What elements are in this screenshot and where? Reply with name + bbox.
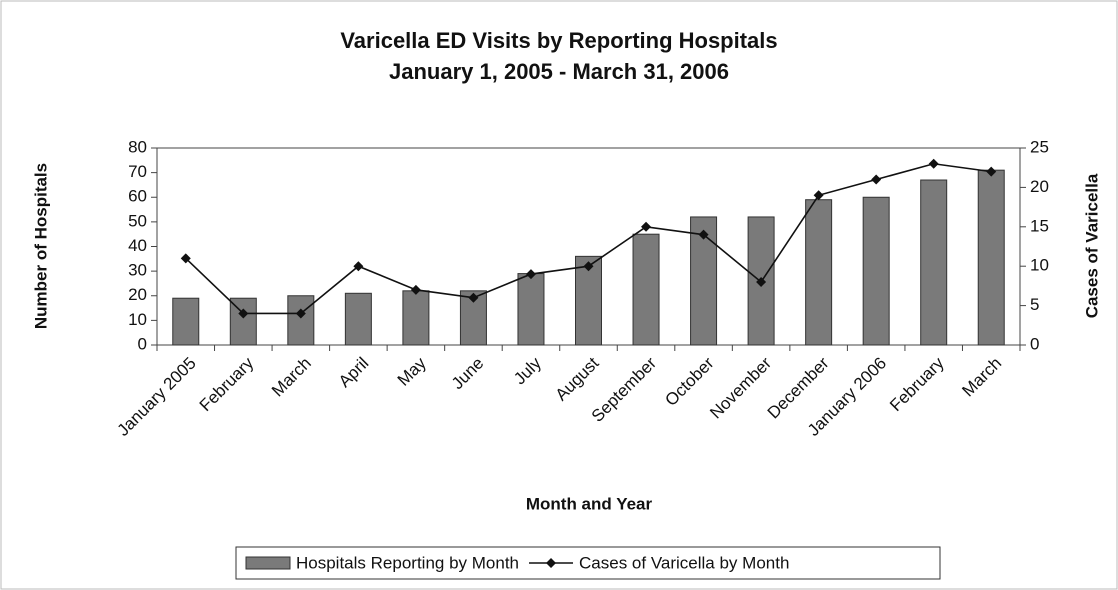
x-axis-title: Month and Year — [526, 494, 653, 513]
marker — [986, 166, 997, 177]
marker — [813, 190, 824, 201]
y-tick-label: 50 — [128, 211, 147, 230]
marker — [525, 269, 536, 280]
bar — [805, 199, 833, 346]
legend-label: Cases of Varicella by Month — [579, 553, 789, 572]
marker — [756, 276, 767, 287]
y-tick-label: 60 — [128, 187, 147, 206]
marker — [295, 308, 306, 319]
legend-marker — [546, 558, 557, 568]
marker — [698, 229, 709, 240]
bar — [344, 292, 372, 346]
y2-tick-label: 15 — [1030, 216, 1049, 235]
y-tick-label: 40 — [128, 236, 147, 255]
bar — [862, 196, 890, 346]
y-tick-label: 10 — [128, 310, 147, 329]
y-tick-label: 20 — [128, 285, 147, 304]
bar — [920, 179, 948, 346]
y2-tick-label: 10 — [1030, 256, 1049, 275]
y-axis-title: Number of Hospitals — [31, 163, 50, 329]
y2-axis-title: Cases of Varicella — [1082, 173, 1101, 318]
marker — [583, 261, 594, 272]
y-tick-label: 70 — [128, 162, 147, 181]
chart-title: Varicella ED Visits by Reporting Hospita… — [340, 28, 777, 53]
bar — [287, 295, 315, 346]
marker — [410, 284, 421, 295]
legend-box — [235, 546, 941, 580]
marker — [238, 308, 249, 319]
marker — [468, 292, 479, 303]
chart-subtitle: January 1, 2005 - March 31, 2006 — [389, 59, 729, 84]
bar — [517, 273, 545, 346]
bar — [172, 297, 200, 346]
legend-swatch — [245, 556, 291, 570]
y-tick-label: 0 — [138, 334, 147, 353]
bar — [632, 233, 660, 346]
y2-tick-label: 5 — [1030, 295, 1039, 314]
y-tick-label: 30 — [128, 261, 147, 280]
marker — [180, 253, 191, 264]
legend-label: Hospitals Reporting by Month — [296, 553, 519, 572]
marker — [353, 261, 364, 272]
marker — [641, 221, 652, 232]
y-tick-label: 80 — [128, 137, 147, 156]
y2-tick-label: 25 — [1030, 137, 1049, 156]
y2-tick-label: 0 — [1030, 334, 1039, 353]
bar — [402, 290, 430, 346]
y2-tick-label: 20 — [1030, 177, 1049, 196]
marker — [871, 174, 882, 185]
bar — [977, 169, 1005, 346]
marker — [928, 158, 939, 169]
